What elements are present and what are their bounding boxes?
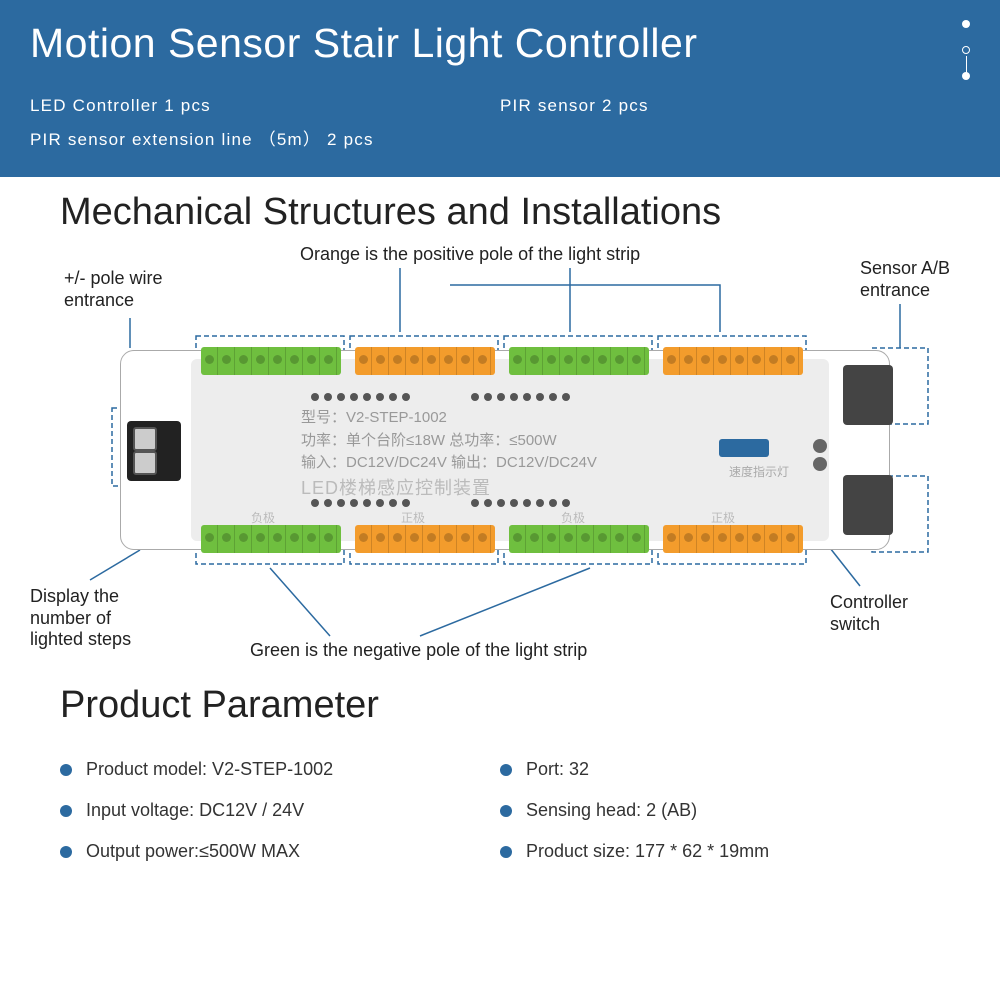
param-item: Product size: 177 * 62 * 19mm: [500, 841, 940, 862]
banner-item: LED Controller 1 pcs: [30, 89, 500, 123]
banner-item: PIR sensor extension line （5m） 2 pcs: [30, 123, 500, 157]
params: Product model: V2-STEP-1002 Input voltag…: [0, 733, 1000, 892]
callout-display: Display the number of lighted steps: [30, 586, 131, 651]
param-item: Product model: V2-STEP-1002: [60, 759, 500, 780]
banner-item: PIR sensor 2 pcs: [500, 89, 970, 123]
terminal-block-green: [201, 347, 341, 375]
diagram: Orange is the positive pole of the light…: [30, 240, 970, 670]
terminal-block-green: [201, 525, 341, 553]
sensor-port-a: [843, 365, 893, 425]
terminal-block-orange: [663, 347, 803, 375]
param-item: Sensing head: 2 (AB): [500, 800, 940, 821]
bullet-icon: [60, 846, 72, 858]
banner: Motion Sensor Stair Light Controller LED…: [0, 0, 1000, 177]
params-grid: Product model: V2-STEP-1002 Input voltag…: [60, 759, 940, 882]
bullet-icon: [60, 764, 72, 776]
terminal-block-orange: [663, 525, 803, 553]
banner-col-left: LED Controller 1 pcs PIR sensor extensio…: [30, 89, 500, 157]
terminal-block-orange: [355, 525, 495, 553]
controller-switch: [813, 439, 827, 453]
device-text: 型号：V2-STEP-1002 功率：单个台阶≤18W 总功率：≤500W 输入…: [301, 407, 597, 502]
param-item: Output power:≤500W MAX: [60, 841, 500, 862]
speed-label: 速度指示灯: [729, 463, 789, 480]
device-body: 型号：V2-STEP-1002 功率：单个台阶≤18W 总功率：≤500W 输入…: [120, 350, 890, 550]
bullet-icon: [500, 764, 512, 776]
params-col-right: Port: 32 Sensing head: 2 (AB) Product si…: [500, 759, 940, 882]
hole-row: [311, 393, 410, 401]
hole-row: [471, 393, 570, 401]
callout-green: Green is the negative pole of the light …: [250, 640, 587, 662]
sensor-port-b: [843, 475, 893, 535]
section-title-mechanical: Mechanical Structures and Installations: [0, 177, 1000, 240]
device-power: 功率：单个台阶≤18W 总功率：≤500W: [301, 430, 597, 453]
device-cn-title: LED楼梯感应控制装置: [301, 475, 597, 502]
bullet-icon: [500, 805, 512, 817]
param-item: Input voltage: DC12V / 24V: [60, 800, 500, 821]
params-col-left: Product model: V2-STEP-1002 Input voltag…: [60, 759, 500, 882]
callout-pole: +/- pole wire entrance: [64, 268, 163, 311]
device-io: 输入：DC12V/DC24V 输出：DC12V/DC24V: [301, 452, 597, 475]
callout-sensor: Sensor A/B entrance: [860, 258, 950, 301]
section-title-params: Product Parameter: [0, 670, 1000, 733]
power-input-terminal: [127, 421, 181, 481]
decor-dots: [962, 20, 970, 80]
param-item: Port: 32: [500, 759, 940, 780]
terminal-block-green: [509, 525, 649, 553]
callout-orange: Orange is the positive pole of the light…: [300, 244, 640, 266]
banner-title: Motion Sensor Stair Light Controller: [30, 20, 970, 67]
bullet-icon: [500, 846, 512, 858]
callout-switch: Controller switch: [830, 592, 908, 635]
terminal-block-green: [509, 347, 649, 375]
device-model: 型号：V2-STEP-1002: [301, 407, 597, 430]
banner-items: LED Controller 1 pcs PIR sensor extensio…: [30, 89, 970, 157]
bullet-icon: [60, 805, 72, 817]
oled-display: [719, 439, 769, 457]
terminal-block-orange: [355, 347, 495, 375]
banner-col-right: PIR sensor 2 pcs: [500, 89, 970, 157]
